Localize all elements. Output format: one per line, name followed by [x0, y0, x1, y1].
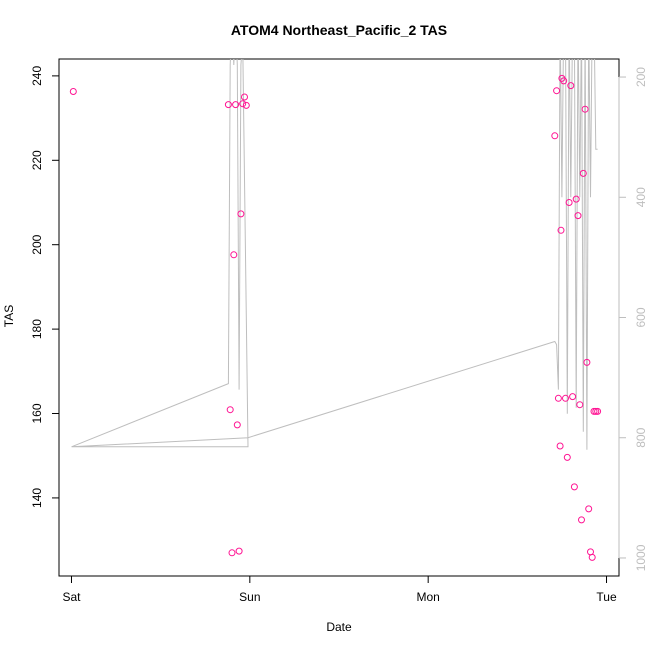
x-axis-label: Date — [326, 620, 352, 634]
data-point — [576, 401, 584, 409]
y2-tick-label: 400 — [634, 187, 648, 207]
data-point — [556, 442, 564, 450]
data-point — [565, 199, 573, 206]
y2-tick-label: 200 — [634, 67, 648, 87]
data-point — [241, 93, 248, 101]
y2-tick-label: 600 — [634, 307, 648, 327]
data-point — [579, 169, 587, 177]
data-point — [585, 505, 593, 513]
data-point — [224, 101, 232, 109]
y-axis-label: TAS — [2, 305, 16, 327]
data-point — [69, 88, 77, 95]
data-point — [583, 358, 591, 366]
data-point — [551, 132, 559, 140]
plot-frame — [58, 58, 620, 577]
data-point — [557, 226, 565, 234]
y2-tick-label: 800 — [634, 427, 648, 447]
x-tick-label: Sun — [239, 590, 260, 604]
data-point — [554, 394, 562, 402]
chart-title: ATOM4 Northeast_Pacific_2 TAS — [231, 22, 447, 38]
data-point — [242, 101, 250, 109]
data-point — [581, 105, 589, 113]
plot-points — [69, 74, 602, 561]
y-tick-label: 220 — [30, 150, 44, 170]
data-point — [572, 195, 580, 203]
y-tick-label: 140 — [30, 488, 44, 508]
y-tick-label: 200 — [30, 234, 44, 254]
data-point — [570, 483, 578, 491]
data-point — [233, 421, 241, 429]
data-point — [588, 553, 596, 561]
y-tick-label: 160 — [30, 403, 44, 423]
data-point — [235, 547, 243, 555]
data-point — [594, 407, 602, 415]
data-point — [232, 101, 240, 109]
y2-axis: 200 400 600 800 1000 — [618, 67, 648, 571]
data-point — [574, 212, 582, 220]
data-point — [578, 516, 585, 524]
data-point — [226, 406, 234, 414]
data-point — [562, 394, 569, 402]
data-point — [237, 210, 245, 218]
x-tick-label: Mon — [417, 590, 440, 604]
y-axis: 140 160 180 200 220 240 — [30, 66, 60, 508]
data-point — [228, 549, 236, 557]
data-point — [567, 82, 575, 90]
y-tick-label: 240 — [30, 66, 44, 86]
y-tick-label: 180 — [30, 319, 44, 339]
plot-lines — [71, 59, 598, 450]
x-tick-label: Tue — [596, 590, 617, 604]
data-point — [569, 393, 577, 401]
x-axis: Sat Sun Mon Tue — [62, 575, 617, 604]
data-point — [553, 87, 561, 95]
data-point — [563, 453, 571, 461]
y2-tick-label: 1000 — [634, 544, 648, 571]
series-line — [71, 59, 598, 450]
data-point — [230, 251, 238, 259]
data-point — [560, 77, 568, 85]
data-point — [239, 100, 247, 108]
x-tick-label: Sat — [62, 590, 81, 604]
